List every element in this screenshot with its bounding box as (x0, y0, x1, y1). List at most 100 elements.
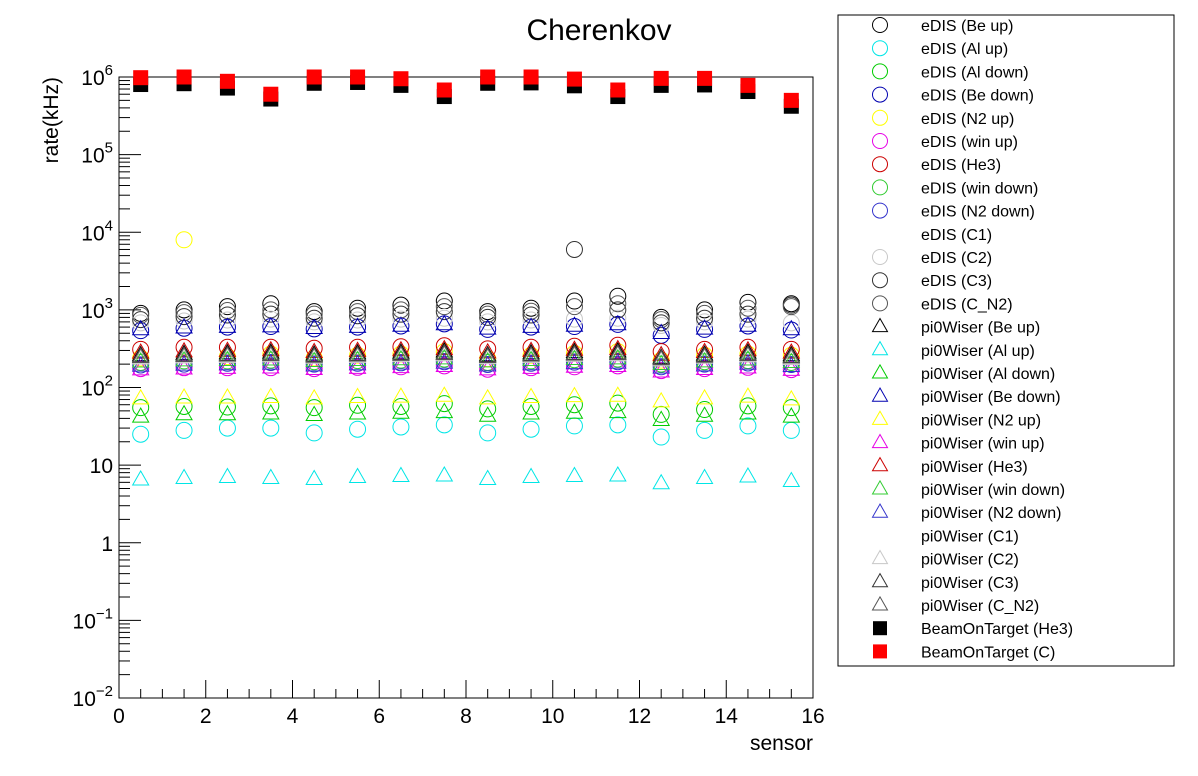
data-point (262, 397, 280, 415)
data-point (480, 69, 496, 85)
data-point (392, 316, 410, 332)
legend-label: pi0Wiser (C2) (921, 552, 1019, 569)
legend-marker (871, 503, 889, 518)
legend-label: eDIS (C_N2) (921, 296, 1013, 313)
data-point (652, 345, 671, 362)
x-tick-label: 12 (628, 705, 651, 728)
data-point (522, 403, 540, 420)
legend-label: pi0Wiser (Al up) (921, 343, 1035, 360)
data-point (565, 292, 583, 310)
legend-label: pi0Wiser (Al down) (921, 366, 1055, 383)
data-point (695, 406, 714, 422)
x-tick-label: 16 (801, 705, 824, 728)
data-point (392, 346, 410, 363)
data-point (610, 82, 626, 98)
data-point (392, 305, 410, 323)
legend-marker (872, 179, 888, 196)
x-tick-label: 4 (287, 705, 299, 728)
data-point (652, 405, 670, 423)
data-point (652, 473, 671, 490)
data-point (305, 351, 324, 368)
data-point (695, 388, 714, 405)
legend-label: pi0Wiser (Be down) (921, 389, 1061, 406)
data-point (739, 310, 757, 328)
legend-label: pi0Wiser (C1) (921, 528, 1019, 545)
legend-label: eDIS (C2) (921, 250, 992, 267)
legend-label: pi0Wiser (C_N2) (921, 598, 1039, 615)
legend-marker (871, 572, 889, 588)
legend-label: eDIS (N2 up) (921, 111, 1014, 128)
data-point (435, 466, 454, 482)
data-point (695, 351, 714, 368)
data-point (175, 231, 193, 249)
data-point (305, 359, 324, 376)
data-point (392, 345, 410, 361)
data-point (261, 357, 280, 374)
data-point (739, 299, 757, 317)
series-20 (131, 348, 801, 370)
data-point (478, 359, 497, 376)
data-point (305, 305, 323, 323)
chart-title: Cherenkov (526, 14, 671, 47)
legend-marker (871, 595, 889, 611)
data-point (565, 466, 584, 483)
data-point (522, 346, 540, 362)
y-tick-label: 105 (81, 140, 113, 168)
data-point (176, 69, 192, 85)
legend-marker (872, 295, 888, 312)
data-point (305, 320, 323, 338)
legend-label: eDIS (He3) (921, 157, 1001, 174)
x-tick-label: 0 (113, 705, 125, 728)
data-point (739, 305, 757, 323)
data-point (565, 298, 583, 316)
data-point (739, 466, 757, 483)
data-point (175, 317, 193, 334)
data-point (652, 354, 671, 370)
data-point (132, 425, 150, 443)
data-point (305, 405, 324, 421)
legend-marker (871, 363, 889, 379)
data-point (263, 86, 279, 102)
data-point (305, 318, 324, 335)
data-point (522, 420, 540, 438)
data-point (565, 240, 583, 258)
y-tick-label: 102 (81, 373, 113, 401)
data-point (435, 402, 454, 419)
data-point (565, 386, 584, 403)
data-point (695, 468, 714, 484)
data-point (782, 407, 801, 423)
data-point (261, 387, 280, 404)
data-point (652, 311, 670, 329)
data-point (782, 389, 801, 406)
data-point (565, 346, 584, 362)
data-point (739, 316, 757, 332)
data-point (132, 311, 150, 329)
plot-area (118, 76, 814, 699)
data-point (392, 403, 410, 419)
data-point (565, 396, 583, 414)
data-point (782, 471, 801, 488)
data-point (305, 309, 323, 327)
data-point (608, 345, 627, 362)
data-point (609, 301, 627, 319)
data-point (565, 310, 583, 328)
y-tick-label: 103 (81, 295, 113, 323)
legend-marker (872, 249, 888, 265)
data-point (305, 313, 323, 331)
data-point (478, 348, 497, 365)
data-point (218, 419, 236, 437)
data-point (175, 421, 193, 439)
data-point (565, 318, 583, 336)
series-11 (132, 240, 800, 332)
data-point (348, 358, 367, 374)
data-point (435, 386, 454, 402)
data-point (392, 418, 410, 436)
legend-marker (871, 433, 889, 449)
data-point (262, 295, 280, 313)
data-point (133, 70, 149, 86)
data-point (565, 345, 584, 361)
data-point (132, 314, 150, 332)
data-point (175, 348, 193, 364)
data-point (261, 350, 280, 366)
data-point (305, 348, 324, 364)
